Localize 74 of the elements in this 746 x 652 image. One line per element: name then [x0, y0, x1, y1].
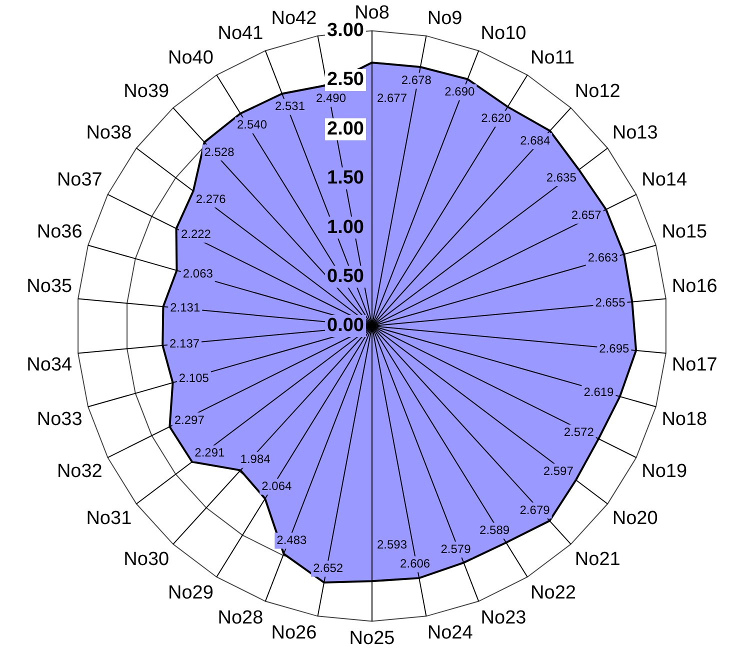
data-label: 2.684	[520, 133, 550, 148]
data-label: 2.540	[236, 118, 268, 132]
spoke-label: No21	[574, 549, 620, 570]
spoke-label: No28	[218, 607, 264, 628]
y-tick-label: 2.00	[327, 118, 364, 140]
y-tick-label: 3.00	[327, 20, 364, 42]
spoke-label: No42	[271, 8, 317, 29]
data-label: 2.695	[599, 341, 630, 356]
spoke-label: No17	[672, 354, 718, 376]
data-label: 2.663	[588, 250, 618, 264]
spoke-label: No30	[124, 549, 170, 570]
data-label: 2.531	[274, 99, 306, 114]
data-label: 2.655	[595, 296, 626, 310]
spoke-label: No35	[26, 276, 72, 298]
data-label: 2.677	[377, 90, 408, 105]
spoke-label: No40	[168, 48, 214, 69]
data-label: 2.635	[546, 170, 577, 184]
data-label: 2.652	[313, 561, 344, 576]
spoke-label: No20	[612, 508, 658, 530]
spoke-label: No24	[427, 622, 474, 644]
data-label: 2.105	[178, 371, 210, 386]
data-label: 2.064	[262, 479, 292, 494]
spoke-label: No41	[218, 22, 264, 44]
data-label: 2.297	[174, 412, 205, 427]
data-label: 2.593	[377, 537, 408, 552]
data-label: 2.690	[444, 84, 476, 99]
data-label: 2.620	[481, 111, 512, 126]
spoke-label: No39	[124, 81, 170, 102]
spoke-label: No37	[56, 170, 102, 191]
spoke-label: No31	[86, 508, 132, 530]
data-label: 2.597	[543, 464, 574, 478]
data-label: 2.679	[520, 502, 550, 517]
spoke-label: No34	[26, 354, 73, 376]
spoke-label: No33	[36, 409, 82, 430]
data-label: 1.984	[240, 452, 271, 466]
y-tick-label: 1.00	[327, 216, 364, 238]
spoke-label: No13	[612, 122, 658, 144]
data-label: 2.276	[196, 192, 226, 206]
data-label: 2.222	[180, 227, 212, 242]
data-label: 2.063	[182, 266, 214, 281]
spoke-label: No36	[36, 221, 82, 242]
spoke-label: No12	[574, 81, 620, 102]
spoke-label: No10	[480, 22, 526, 44]
spoke-label: No25	[349, 628, 395, 649]
data-label: 2.490	[316, 91, 346, 106]
spoke-label: No18	[662, 409, 708, 430]
data-label: 2.572	[564, 424, 594, 439]
data-label: 2.619	[584, 385, 614, 400]
data-label: 2.589	[480, 523, 510, 538]
spoke-label: No19	[642, 460, 688, 482]
data-label: 2.291	[194, 446, 225, 460]
spoke-label: No9	[427, 8, 462, 29]
spoke-label: No15	[662, 221, 708, 242]
spoke-label: No32	[56, 460, 102, 482]
y-tick-label: 0.00	[327, 315, 364, 336]
data-label: 2.137	[170, 336, 200, 350]
spoke-label: No16	[672, 276, 718, 298]
data-label: 2.606	[400, 556, 430, 571]
y-tick-label: 0.50	[327, 266, 364, 288]
y-tick-label: 1.50	[327, 168, 364, 189]
spoke-label: No11	[530, 48, 575, 69]
data-label: 2.657	[571, 208, 602, 222]
spoke-label: No23	[480, 607, 526, 628]
spoke-label: No22	[530, 582, 576, 604]
data-label: 2.483	[276, 533, 308, 548]
data-label: 2.678	[401, 73, 432, 88]
y-tick-label: 2.50	[327, 69, 364, 90]
spoke-label: No38	[86, 122, 132, 144]
spoke-label: No26	[271, 622, 317, 644]
spoke-label: No14	[642, 170, 688, 191]
spoke-label: No29	[168, 582, 214, 604]
data-label: 2.131	[170, 300, 200, 314]
data-label: 2.528	[204, 144, 235, 159]
data-label: 2.579	[440, 542, 472, 556]
